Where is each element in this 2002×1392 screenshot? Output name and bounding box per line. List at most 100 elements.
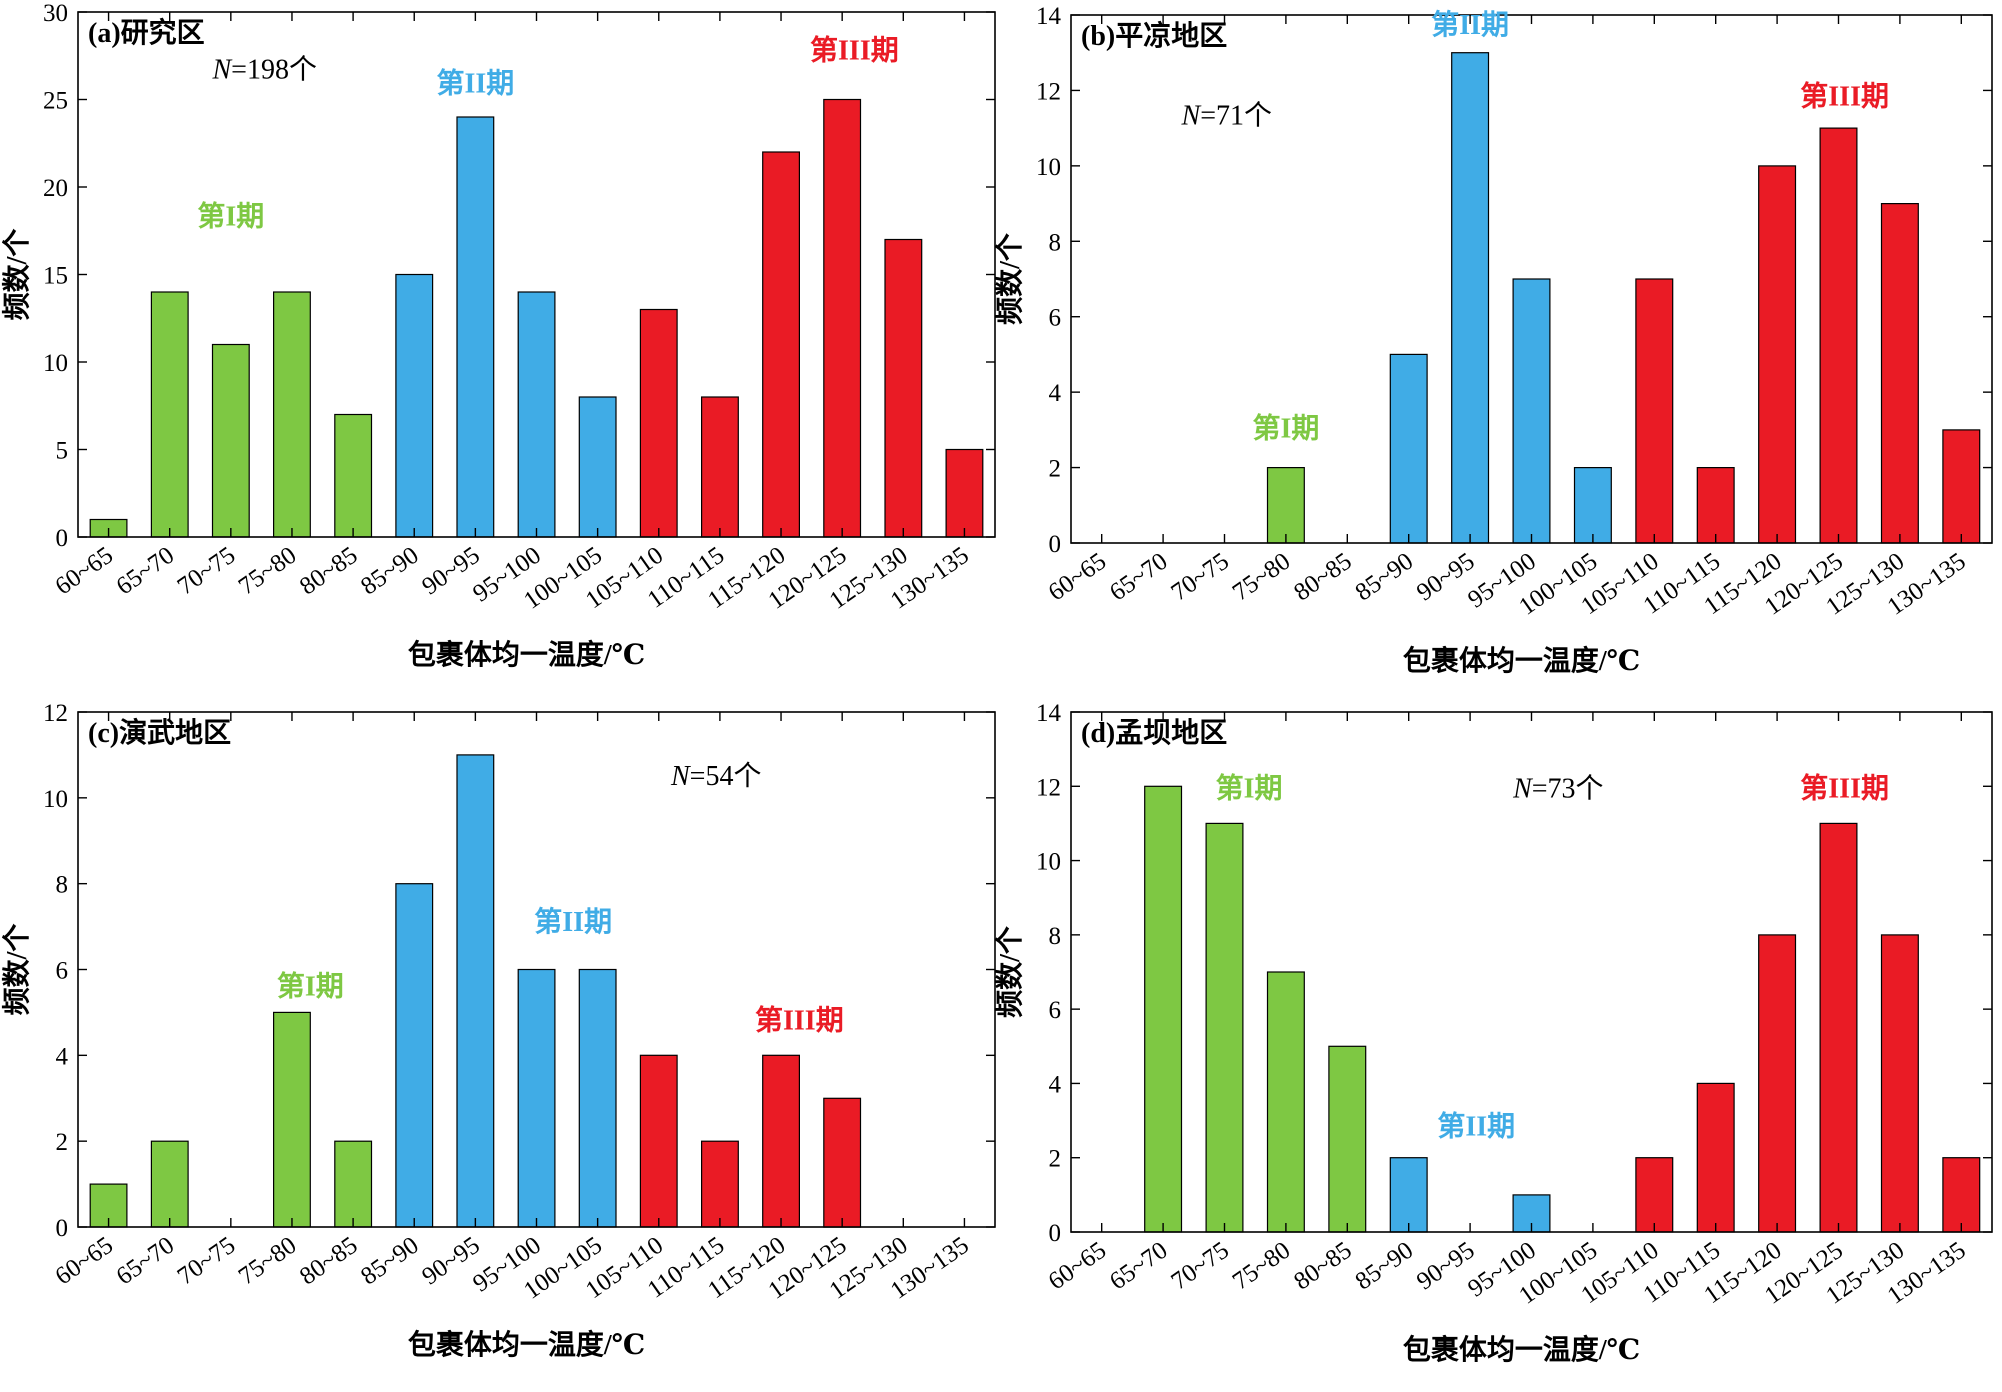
- y-tick-label: 12: [1036, 774, 1061, 801]
- y-tick-label: 10: [43, 786, 68, 813]
- bar-80~85: [334, 413, 373, 538]
- y-tick-label: 0: [56, 525, 69, 552]
- bar-120~125: [823, 1097, 862, 1228]
- bar-125~130: [884, 238, 923, 538]
- phase-label: 第I期: [1216, 771, 1283, 804]
- phase-label: 第III期: [810, 33, 899, 66]
- phase-label: 第II期: [1431, 8, 1509, 41]
- phase-label: 第III期: [1800, 80, 1889, 113]
- x-tick-label: 85~90: [356, 542, 424, 601]
- x-tick-label: 70~75: [173, 1232, 241, 1291]
- y-tick-label: 6: [1049, 305, 1062, 332]
- panel-3: 02468101260~6565~7070~7575~8080~8585~909…: [1, 700, 996, 1361]
- y-tick-label: 2: [1049, 456, 1062, 483]
- bar-105~110: [639, 1054, 678, 1228]
- phase-label: 第II期: [1437, 1109, 1515, 1142]
- y-tick-label: 2: [1049, 1146, 1062, 1173]
- bar-110~115: [700, 1140, 739, 1228]
- sample-count: N=71个: [1181, 100, 1272, 131]
- phase-label: 第III期: [1800, 771, 1889, 804]
- x-tick-label: 80~85: [295, 1232, 363, 1291]
- bar-125~130: [1880, 203, 1919, 544]
- x-axis-label: 包裹体均一温度/℃: [1403, 1333, 1640, 1366]
- sample-count: N=54个: [670, 761, 761, 792]
- bar-100~105: [578, 396, 617, 538]
- bar-75~80: [1266, 467, 1305, 544]
- y-axis-label: 频数/个: [994, 925, 1026, 1018]
- y-tick-label: 4: [1049, 1071, 1062, 1098]
- y-tick-label: 14: [1036, 700, 1062, 727]
- x-tick-label: 80~85: [1289, 1237, 1357, 1296]
- x-tick-label: 65~70: [112, 1232, 180, 1291]
- bar-130~135: [1942, 1157, 1981, 1233]
- x-tick-label: 75~80: [234, 542, 302, 601]
- x-axis-label: 包裹体均一温度/℃: [408, 638, 645, 671]
- bar-75~80: [273, 1011, 311, 1228]
- bar-120~125: [823, 98, 862, 538]
- panel-4: 0246810121460~6565~7070~7575~8080~8585~9…: [994, 700, 1993, 1366]
- y-tick-label: 10: [1036, 154, 1061, 181]
- bar-105~110: [639, 308, 678, 538]
- phase-label: 第II期: [436, 67, 514, 100]
- x-tick-label: 85~90: [1351, 1237, 1419, 1296]
- panel-2: 0246810121460~6565~7070~7575~8080~8585~9…: [994, 3, 1993, 677]
- y-tick-label: 10: [1036, 849, 1061, 876]
- bar-105~110: [1635, 278, 1674, 544]
- y-tick-label: 14: [1036, 3, 1062, 30]
- bar-110~115: [1696, 467, 1735, 544]
- y-axis-label: 频数/个: [1, 923, 33, 1016]
- panel-title: (d)孟坝地区: [1081, 717, 1227, 749]
- y-tick-label: 0: [1049, 531, 1062, 558]
- bar-105~110: [1635, 1157, 1674, 1233]
- bar-95~100: [517, 291, 556, 538]
- panel-title: (c)演武地区: [88, 716, 231, 749]
- x-tick-label: 85~90: [356, 1232, 424, 1291]
- phase-label: 第III期: [755, 1004, 844, 1037]
- x-tick-label: 65~70: [1105, 548, 1173, 607]
- bar-115~120: [1758, 165, 1797, 544]
- bar-130~135: [1942, 429, 1981, 544]
- panel-1: 05101520253060~6565~7070~7575~8080~8585~…: [1, 0, 996, 671]
- y-tick-label: 0: [56, 1215, 69, 1242]
- x-tick-label: 70~75: [173, 542, 241, 601]
- x-tick-label: 65~70: [1105, 1237, 1173, 1296]
- phase-label: 第I期: [277, 969, 344, 1002]
- bar-115~120: [762, 151, 801, 538]
- y-tick-label: 8: [1049, 923, 1062, 950]
- bar-85~90: [395, 883, 434, 1228]
- x-tick-label: 70~75: [1166, 548, 1234, 607]
- y-tick-label: 12: [1036, 78, 1061, 105]
- bar-80~85: [334, 1140, 373, 1228]
- bar-90~95: [456, 116, 495, 538]
- bar-130~135: [945, 448, 984, 538]
- x-tick-label: 75~80: [1228, 1237, 1296, 1296]
- bar-115~120: [1758, 934, 1797, 1233]
- y-tick-label: 4: [1049, 380, 1062, 407]
- y-tick-label: 6: [56, 958, 69, 985]
- x-tick-label: 75~80: [234, 1232, 302, 1291]
- bar-85~90: [395, 273, 434, 538]
- bar-100~105: [578, 968, 617, 1228]
- bar-75~80: [1266, 971, 1305, 1233]
- bar-95~100: [1512, 278, 1551, 544]
- x-tick-label: 80~85: [1289, 548, 1357, 607]
- y-tick-label: 2: [56, 1129, 69, 1156]
- x-tick-label: 80~85: [295, 542, 363, 601]
- x-tick-label: 70~75: [1166, 1237, 1234, 1296]
- phase-label: 第I期: [1252, 411, 1319, 444]
- y-tick-label: 0: [1049, 1220, 1062, 1247]
- bar-120~125: [1819, 127, 1858, 544]
- sample-count: N=198个: [211, 55, 316, 86]
- bar-75~80: [273, 291, 311, 538]
- y-axis-label: 频数/个: [1, 228, 33, 321]
- x-axis-label: 包裹体均一温度/℃: [1403, 644, 1640, 677]
- bar-85~90: [1389, 353, 1428, 544]
- panel-title: (a)研究区: [88, 16, 205, 49]
- bar-70~75: [1205, 822, 1244, 1233]
- x-tick-label: 85~90: [1351, 548, 1419, 607]
- bar-125~130: [1880, 934, 1919, 1233]
- bar-80~85: [1328, 1045, 1367, 1233]
- bar-115~120: [762, 1054, 801, 1228]
